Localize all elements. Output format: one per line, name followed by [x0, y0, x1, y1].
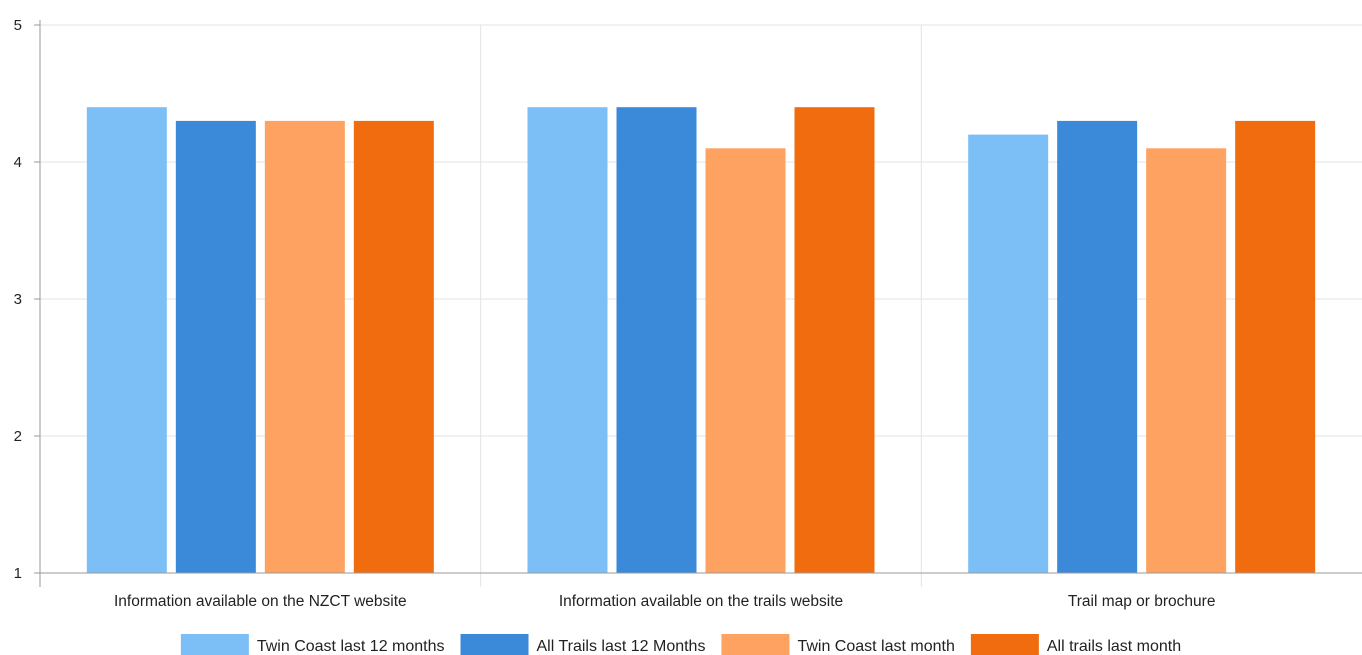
- bar: [353, 120, 434, 574]
- y-tick-label: 2: [14, 428, 22, 445]
- legend-item: Twin Coast last 12 months: [180, 634, 445, 655]
- legend-item: Twin Coast last month: [721, 634, 955, 655]
- y-tick-label: 5: [14, 17, 22, 34]
- bar: [1235, 120, 1316, 574]
- legend-label: All trails last month: [1047, 638, 1181, 655]
- legend-label: Twin Coast last month: [797, 638, 954, 655]
- bar: [264, 120, 345, 574]
- y-tick-label: 1: [14, 565, 22, 582]
- bar: [1057, 120, 1138, 574]
- legend-label: All Trails last 12 Months: [537, 638, 706, 655]
- category-label: Information available on the NZCT websit…: [114, 593, 407, 610]
- category-label: Trail map or brochure: [1068, 593, 1216, 610]
- bar: [794, 107, 875, 573]
- legend-swatch: [970, 634, 1039, 655]
- bar: [705, 148, 786, 574]
- y-tick-labels: 1 2 3 4 5: [14, 17, 22, 582]
- y-tick-label: 4: [14, 154, 22, 171]
- legend-item: All trails last month: [970, 634, 1181, 655]
- legend-item: All Trails last 12 Months: [460, 634, 706, 655]
- grid-lines: [40, 24, 1362, 587]
- bar: [175, 120, 256, 574]
- axes: [34, 20, 1362, 587]
- bar: [616, 107, 697, 573]
- category-label: Information available on the trails webs…: [559, 593, 843, 610]
- legend-swatch: [721, 634, 790, 655]
- bar: [86, 107, 167, 573]
- legend-swatch: [180, 634, 249, 655]
- legend-swatch: [460, 634, 529, 655]
- bars: [86, 107, 1316, 574]
- bar: [527, 107, 608, 573]
- bar: [1146, 148, 1227, 574]
- category-labels: Information available on the NZCT websit…: [114, 593, 1215, 610]
- legend: Twin Coast last 12 months All Trails last…: [180, 634, 1181, 655]
- bar: [968, 134, 1049, 573]
- legend-label: Twin Coast last 12 months: [257, 638, 445, 655]
- y-tick-label: 3: [14, 291, 22, 308]
